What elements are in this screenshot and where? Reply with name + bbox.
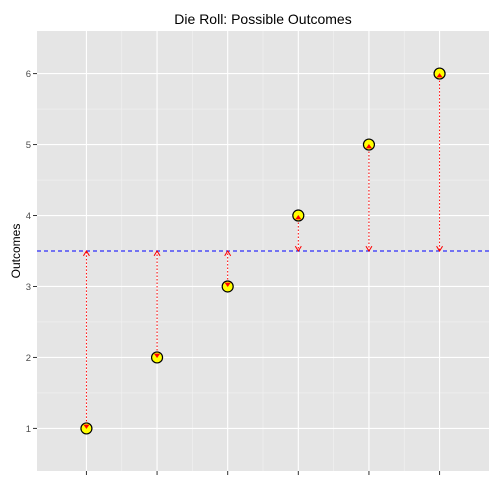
- y-tick-label: 6: [26, 69, 31, 80]
- y-tick-label: 4: [26, 211, 31, 222]
- y-axis-ticks: 1 2 3 4 5 6: [26, 69, 441, 475]
- y-tick-label: 5: [26, 140, 31, 151]
- y-tick-label: 3: [26, 282, 31, 293]
- segment-arrow: [153, 250, 161, 257]
- data-points: [80, 67, 446, 435]
- point-arrow-tip: [436, 73, 443, 78]
- point-arrow-tip: [224, 282, 231, 288]
- point-arrow-tip: [365, 144, 373, 149]
- chart-title: Die Roll: Possible Outcomes: [174, 11, 351, 27]
- point-arrow-tip: [295, 214, 302, 220]
- y-tick-label: 1: [26, 424, 31, 435]
- y-tick-label: 2: [26, 353, 31, 364]
- point-arrow-tip: [153, 353, 161, 358]
- point-arrow-tip: [83, 424, 90, 429]
- y-axis-title: Outcomes: [9, 224, 23, 279]
- segment-arrow: [83, 250, 90, 257]
- segment-arrow: [224, 250, 232, 257]
- segment-arrow: [294, 245, 302, 252]
- segment-arrow: [365, 245, 373, 252]
- segment-arrow: [436, 245, 443, 252]
